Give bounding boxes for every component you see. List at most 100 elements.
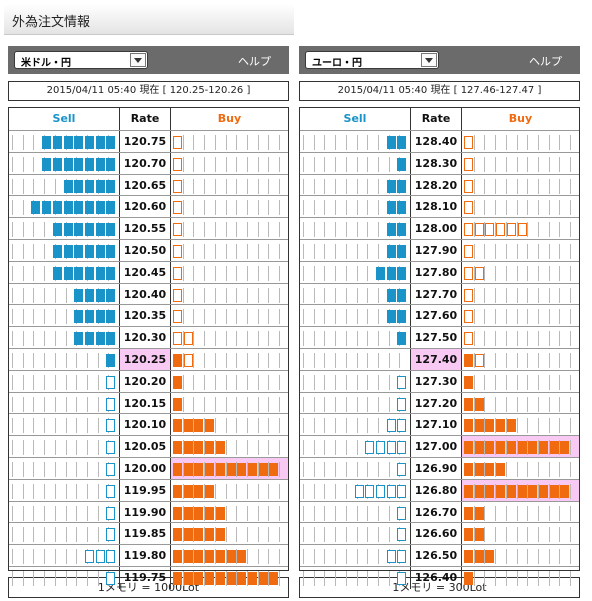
grid-tick [65,396,67,412]
buy-order-block [173,354,182,367]
buy-order-block [173,550,182,564]
grid-tick [559,571,561,586]
help-link[interactable]: ヘルプ [529,55,562,68]
grid-tick [22,418,24,434]
grid-tick [367,353,369,368]
grid-tick [54,353,56,368]
grid-tick [214,396,216,412]
grid-tick [257,265,259,281]
grid-tick [313,244,315,259]
grid-tick [548,244,550,259]
grid-tick [303,418,304,434]
grid-tick [345,331,347,347]
grid-tick [182,135,184,150]
buy-order-block [205,528,215,542]
order-row: 120.20 [9,369,288,393]
buy-order-block [464,157,473,171]
buy-order-block [215,463,225,476]
sell-order-block [52,201,62,215]
buy-order-block [474,506,484,520]
grid-tick [484,505,486,521]
sell-order-block [106,484,116,498]
grid-tick [279,483,280,499]
buy-order-block [464,484,473,498]
grid-tick [257,396,259,412]
grid-tick [570,200,571,216]
sell-order-block [365,441,375,455]
buy-cell [462,175,579,197]
currency-pair-select[interactable]: ユーロ・円 [305,51,439,69]
grid-tick [65,287,67,303]
grid-tick [268,527,270,543]
grid-tick [484,265,486,281]
grid-tick [505,374,507,390]
grid-tick [473,462,475,477]
grid-tick [367,200,369,216]
grid-tick [473,200,475,216]
grid-tick [268,222,270,238]
grid-tick [225,331,227,347]
rate-cell: 126.80 [410,479,462,502]
sell-order-block [397,572,407,585]
buy-order-block [517,223,527,237]
buy-order-block [173,136,182,149]
sell-order-block [95,310,105,324]
buy-order-block [173,157,182,171]
buy-order-block [517,484,527,498]
grid-tick [377,135,379,150]
grid-tick [527,309,529,325]
grid-tick [44,353,46,368]
grid-tick [473,374,475,390]
grid-tick [313,222,315,238]
chevron-down-icon[interactable] [421,53,437,67]
grid-tick [495,222,497,238]
buy-cell [462,284,579,306]
grid-tick [193,353,195,368]
grid-tick [537,527,539,543]
grid-tick [527,505,529,521]
grid-tick [225,156,227,172]
grid-tick [279,156,280,172]
grid-tick [559,505,561,521]
sell-cell [300,196,410,218]
sell-order-block [375,266,385,280]
grid-tick [22,571,24,586]
chevron-down-icon[interactable] [130,53,146,67]
grid-tick [246,265,248,281]
sell-order-block [95,332,105,346]
grid-tick [44,483,46,499]
grid-tick [303,462,304,477]
rate-cell: 127.50 [410,327,462,349]
grid-tick [356,418,358,434]
grid-tick [335,483,337,499]
grid-tick [12,135,13,150]
grid-tick [268,135,270,150]
buy-order-block [183,463,193,476]
grid-tick [537,265,539,281]
buy-order-block [464,223,473,237]
grid-tick [570,331,571,347]
grid-tick [505,462,507,477]
sell-order-block [74,266,84,280]
grid-tick [257,353,259,368]
sell-order-block [63,223,73,237]
buy-cell [171,480,288,502]
buy-order-block [247,572,257,585]
grid-tick [495,178,497,194]
grid-tick [193,331,195,347]
grid-tick [214,549,216,565]
grid-tick [86,462,88,477]
buy-order-block [464,397,473,411]
grid-tick [324,527,326,543]
grid-tick [257,178,259,194]
sell-order-block [397,136,407,149]
currency-pair-select[interactable]: 米ドル・円 [14,51,148,69]
grid-tick [313,527,315,543]
grid-tick [324,200,326,216]
grid-tick [214,374,216,390]
grid-tick [22,222,24,238]
grid-tick [246,418,248,434]
buy-order-block [173,179,182,193]
help-link[interactable]: ヘルプ [238,55,271,68]
rate-cell: 127.20 [410,392,462,415]
